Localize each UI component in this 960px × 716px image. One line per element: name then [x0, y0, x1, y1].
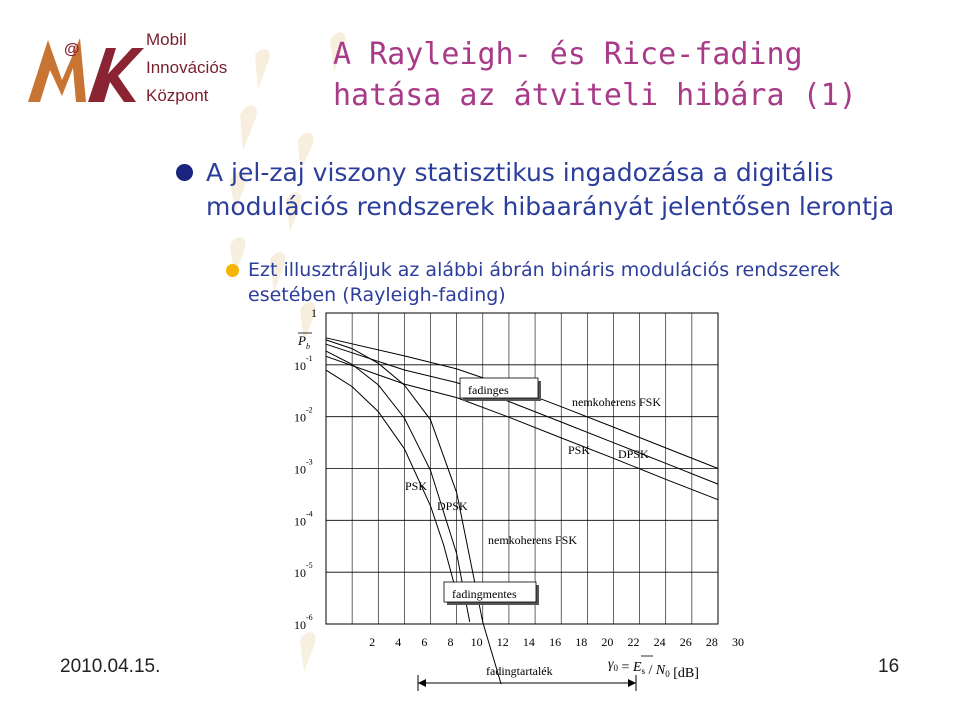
slide-date: 2010.04.15.	[60, 656, 161, 677]
curve-fadinges-psk	[325, 355, 719, 501]
x-tick-label: 18	[575, 635, 587, 649]
y-tick-label-base: 10	[294, 618, 306, 632]
logo-line-3: Központ	[146, 86, 209, 105]
slide-title-line-2: hatása az átviteli hibára (1)	[333, 78, 857, 113]
y-tick-label-base: 10	[294, 514, 306, 528]
bullet-dot-icon	[226, 264, 239, 277]
label-psk-fadinges: PSK	[568, 443, 590, 457]
mik-logo-mark: @	[28, 38, 144, 102]
y-tick-label-exponent: -6	[306, 613, 313, 622]
logo-at-mark: @	[64, 41, 80, 58]
label-nemkoherens-fsk-fadinges: nemkoherens FSK	[572, 395, 661, 409]
bullet-level-2-text: Ezt illusztráljuk az alábbi ábrán binári…	[248, 259, 840, 306]
bullet-level-1: A jel-zaj viszony statisztikus ingadozás…	[176, 156, 926, 224]
fade-margin-arrowhead-right	[628, 679, 636, 687]
y-tick-label-exponent: -2	[306, 406, 313, 415]
label-psk-fadingmentes: PSK	[405, 479, 427, 493]
label-nemkoherens-fsk-fadingmentes: nemkoherens FSK	[488, 533, 577, 547]
label-dpsk-fadinges: DPSK	[618, 447, 649, 461]
logo-line-1: Mobil	[146, 30, 187, 49]
y-axis-label: P	[297, 333, 306, 348]
slide-title: A Rayleigh- és Rice-fading hatása az átv…	[333, 34, 857, 116]
label-fadingtartalek: fadingtartalék	[486, 664, 553, 678]
page-number: 16	[878, 656, 900, 677]
y-tick-label-base: 10	[294, 411, 306, 425]
x-tick-label: 6	[421, 635, 427, 649]
x-tick-label: 2	[369, 635, 375, 649]
x-tick-label: 24	[654, 635, 666, 649]
label-fadingmentes: fadingmentes	[452, 587, 517, 601]
y-tick-label-exponent: -3	[306, 458, 313, 467]
x-tick-label: 30	[732, 635, 744, 649]
y-tick-label-exponent: -4	[306, 509, 313, 518]
x-axis-label: γ0 = Es / N0 [dB]	[608, 657, 699, 681]
label-fadinges: fadinges	[468, 383, 509, 397]
y-tick-label: 1	[311, 306, 317, 320]
bullet-level-2: Ezt illusztráljuk az alábbi ábrán binári…	[226, 258, 926, 308]
x-tick-label: 8	[448, 635, 454, 649]
fade-margin-arrowhead-left	[418, 679, 426, 687]
label-fadinges-box	[459, 377, 539, 399]
x-tick-label: 4	[395, 635, 401, 649]
logo-line-2: Innovációs	[146, 58, 228, 77]
y-tick-label-base: 10	[294, 359, 306, 373]
curve-fadingmentes-psk	[325, 369, 458, 594]
bullet-level-1-text: A jel-zaj viszony statisztikus ingadozás…	[206, 158, 895, 221]
y-tick-label-exponent: -1	[306, 354, 313, 363]
curve-fadinges-dpsk	[325, 343, 719, 485]
x-tick-label: 10	[471, 635, 483, 649]
curve-fadingmentes-dpsk	[325, 350, 471, 622]
y-axis-label-subscript: b	[306, 342, 310, 351]
y-tick-label-exponent: -5	[306, 561, 313, 570]
label-fadingmentes-box	[443, 581, 537, 603]
x-tick-label: 28	[706, 635, 718, 649]
bullet-dot-icon	[176, 164, 193, 181]
x-tick-label: 12	[497, 635, 509, 649]
x-tick-label: 14	[523, 635, 535, 649]
mik-logo: @ Mobil Innovációs Központ	[26, 30, 228, 110]
y-tick-label-base: 10	[294, 463, 306, 477]
x-tick-label: 16	[549, 635, 561, 649]
y-tick-label-base: 10	[294, 566, 306, 580]
slide-title-line-1: A Rayleigh- és Rice-fading	[333, 37, 803, 72]
x-tick-label: 20	[601, 635, 613, 649]
x-tick-label: 22	[627, 635, 639, 649]
x-tick-label: 26	[680, 635, 692, 649]
label-dpsk-fadingmentes: DPSK	[437, 499, 468, 513]
